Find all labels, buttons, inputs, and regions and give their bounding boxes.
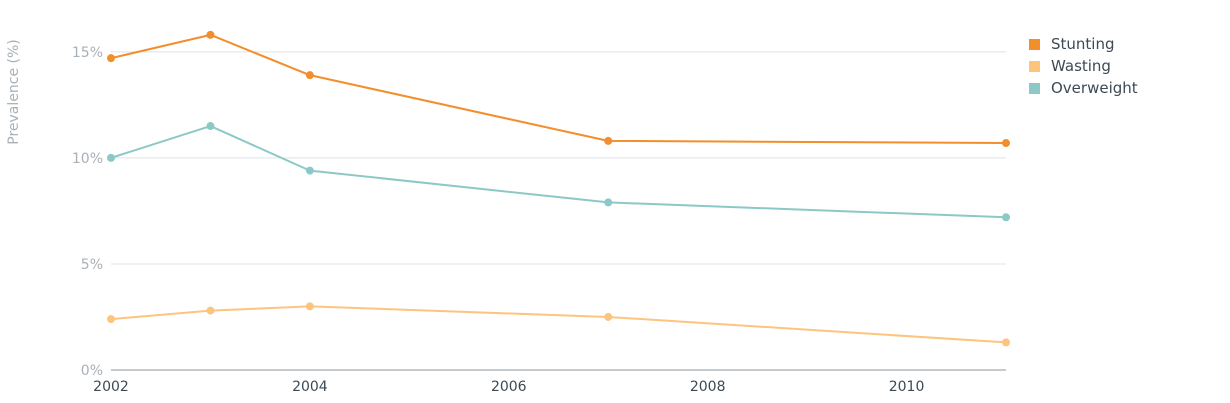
series-stunting [107,30,1010,148]
y-tick-label: 15% [72,45,103,61]
data-point-stunting[interactable] [107,54,115,63]
data-point-wasting[interactable] [107,315,115,324]
legend-swatch-stunting [1029,38,1040,50]
data-point-stunting[interactable] [206,30,215,39]
data-point-stunting[interactable] [305,71,314,80]
legend-label-wasting: Wasting [1051,57,1111,75]
data-point-stunting[interactable] [604,136,613,145]
data-point-overweight[interactable] [206,122,215,131]
x-tick-label: 2008 [690,379,726,395]
legend-item-wasting[interactable]: Wasting [1029,55,1138,77]
series-line-stunting [110,33,1007,145]
y-tick-label: 10% [72,151,103,167]
series-line-overweight [110,125,1007,219]
y-axis-ticks: 0% 5% 10% 15% [72,45,103,379]
data-point-overweight[interactable] [107,153,115,162]
y-axis-label: Prevalence (%) [6,39,22,145]
data-point-overweight[interactable] [604,198,613,207]
series-wasting [107,302,1010,347]
x-tick-label: 2010 [889,379,925,395]
data-point-overweight[interactable] [1002,213,1010,222]
data-point-stunting[interactable] [1002,139,1010,148]
series-overweight [107,122,1010,222]
data-point-wasting[interactable] [604,312,613,321]
x-axis-ticks: 2002 2004 2006 2008 2010 [93,379,924,395]
legend-label-stunting: Stunting [1051,35,1115,53]
data-point-wasting[interactable] [206,306,215,315]
gridlines [111,51,1006,265]
legend-label-overweight: Overweight [1051,79,1138,97]
legend: Stunting Wasting Overweight [1029,33,1138,99]
legend-swatch-overweight [1029,82,1040,94]
legend-item-stunting[interactable]: Stunting [1029,33,1138,55]
x-tick-label: 2006 [491,379,527,395]
legend-swatch-wasting [1029,60,1040,72]
x-tick-label: 2002 [93,379,129,395]
data-point-wasting[interactable] [1002,338,1010,347]
x-tick-label: 2004 [292,379,328,395]
y-tick-label: 0% [81,363,103,379]
series-line-wasting [110,305,1007,344]
y-tick-label: 5% [81,257,103,273]
data-point-overweight[interactable] [305,166,314,175]
legend-item-overweight[interactable]: Overweight [1029,77,1138,99]
series-layer [107,30,1010,347]
data-point-wasting[interactable] [305,302,314,311]
